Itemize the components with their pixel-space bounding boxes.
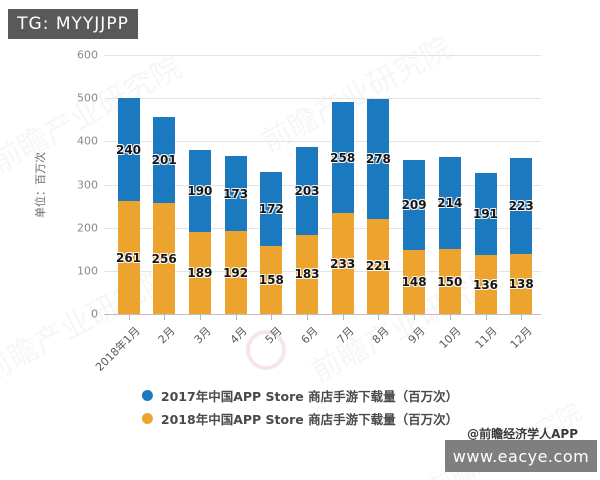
y-tick-label-400: 400 (77, 134, 98, 148)
bar-segment-2018年1月-2017: 240 (115, 97, 142, 202)
x-axis-label-7月: 7月 (334, 324, 357, 347)
gridline-100 (104, 270, 541, 272)
bar-value-label: 256 (151, 251, 177, 266)
x-tick (449, 315, 451, 320)
bar-value-label: 261 (115, 250, 142, 265)
x-axis-label-12月: 12月 (507, 324, 535, 352)
bar-value-label: 136 (472, 277, 499, 292)
bar-segment-2018年1月-2018: 261 (115, 201, 142, 314)
x-axis-label-4月: 4月 (227, 324, 250, 347)
site-watermark-box: www.eacye.com (445, 440, 597, 472)
bar-segment-7月-2017: 258 (330, 102, 356, 214)
x-axis-label-9月: 9月 (405, 324, 428, 347)
bar-segment-4月-2018: 192 (223, 231, 249, 314)
legend-dot-2018-icon (141, 413, 153, 424)
bar-value-label: 214 (437, 196, 463, 211)
bar-value-label: 233 (330, 256, 356, 271)
gridline-300 (104, 184, 541, 186)
bar-segment-11月-2017: 191 (472, 172, 499, 256)
x-tick (164, 315, 166, 320)
bar-value-label: 158 (258, 272, 284, 287)
x-axis-label-6月: 6月 (298, 324, 321, 347)
bar-segment-6月-2018: 183 (294, 235, 320, 314)
bar-segment-11月-2018: 136 (472, 255, 499, 314)
x-tick (414, 315, 416, 320)
bar-segment-10月-2018: 150 (437, 249, 463, 314)
bar-value-label: 203 (294, 184, 320, 199)
bar-value-label: 221 (365, 259, 391, 274)
tag-label: TG: MYYJJPP (8, 9, 138, 39)
bar-segment-2月-2017: 201 (151, 116, 177, 204)
bar-value-label: 201 (151, 153, 177, 168)
bar-value-label: 258 (330, 150, 356, 165)
y-tick-label-300: 300 (77, 178, 98, 191)
gridline-400 (104, 141, 541, 143)
bar-segment-3月-2018: 189 (187, 232, 213, 314)
x-tick (307, 315, 308, 320)
bar-segment-2月-2018: 256 (151, 203, 177, 314)
bar-segment-12月-2017: 223 (508, 158, 534, 255)
x-axis-label-5月: 5月 (262, 324, 285, 347)
y-tick-label-600: 600 (77, 48, 98, 62)
x-axis-label-11月: 11月 (472, 324, 500, 352)
bar-value-label: 173 (223, 186, 249, 201)
legend-item-2018: 2018年中国APP Store 商店手游下载量（百万次） (141, 409, 459, 428)
x-tick (199, 315, 201, 320)
y-tick-label-100: 100 (77, 264, 98, 278)
x-axis-label-8月: 8月 (370, 324, 393, 347)
x-axis-label-10月: 10月 (436, 324, 464, 352)
y-tick-label-200: 200 (77, 221, 98, 235)
gridline-0 (104, 314, 541, 315)
bar-segment-4月-2017: 173 (223, 156, 249, 232)
legend-item-2017: 2017年中国APP Store 商店手游下载量（百万次） (141, 386, 459, 405)
legend-label-2018: 2018年中国APP Store 商店手游下载量（百万次） (160, 412, 459, 427)
bar-segment-7月-2018: 233 (330, 213, 356, 314)
bar-value-label: 189 (187, 266, 213, 281)
bar-value-label: 192 (223, 265, 249, 280)
x-tick (128, 315, 130, 320)
gridline-500 (104, 98, 541, 100)
bar-segment-10月-2017: 214 (437, 156, 463, 250)
legend-dot-2017-icon (141, 390, 153, 401)
bar-value-label: 138 (508, 277, 534, 292)
y-tick-label-0: 0 (91, 307, 98, 321)
bar-segment-5月-2017: 172 (258, 171, 284, 246)
bar-value-label: 191 (472, 207, 499, 222)
bar-segment-3月-2017: 190 (187, 150, 213, 233)
bar-segment-8月-2017: 278 (365, 98, 391, 219)
y-tick-label-500: 500 (77, 91, 98, 105)
x-axis-label-2月: 2月 (155, 324, 178, 347)
bar-segment-5月-2018: 158 (258, 245, 284, 314)
bar-value-label: 172 (258, 201, 284, 216)
bar-value-label: 240 (115, 142, 142, 157)
bar-value-label: 209 (401, 197, 427, 212)
bar-segment-12月-2018: 138 (508, 254, 534, 314)
bar-value-label: 183 (294, 267, 320, 282)
bar-segment-9月-2018: 148 (401, 250, 427, 314)
x-tick (235, 315, 237, 320)
x-tick (342, 315, 344, 320)
gridline-600 (104, 55, 541, 56)
bar-value-label: 278 (365, 151, 391, 166)
bar-value-label: 148 (401, 275, 427, 290)
x-axis-label-3月: 3月 (191, 324, 214, 347)
x-tick (521, 315, 523, 320)
x-tick (378, 315, 380, 320)
gridline-200 (104, 227, 541, 229)
bar-value-label: 223 (508, 199, 534, 214)
x-axis-label-2018年1月: 2018年1月 (92, 324, 143, 374)
legend-label-2017: 2017年中国APP Store 商店手游下载量（百万次） (160, 389, 459, 404)
bar-segment-8月-2018: 221 (365, 218, 391, 314)
bar-segment-9月-2017: 209 (401, 159, 427, 251)
bar-value-label: 150 (437, 274, 463, 289)
legend: 2017年中国APP Store 商店手游下载量（百万次） 2018年中国APP… (141, 386, 459, 428)
credit-text: @前瞻经济学人APP (467, 427, 578, 441)
bar-segment-6月-2017: 203 (294, 147, 320, 235)
x-tick (485, 315, 487, 320)
bar-value-label: 190 (187, 184, 213, 199)
x-tick (271, 315, 273, 320)
